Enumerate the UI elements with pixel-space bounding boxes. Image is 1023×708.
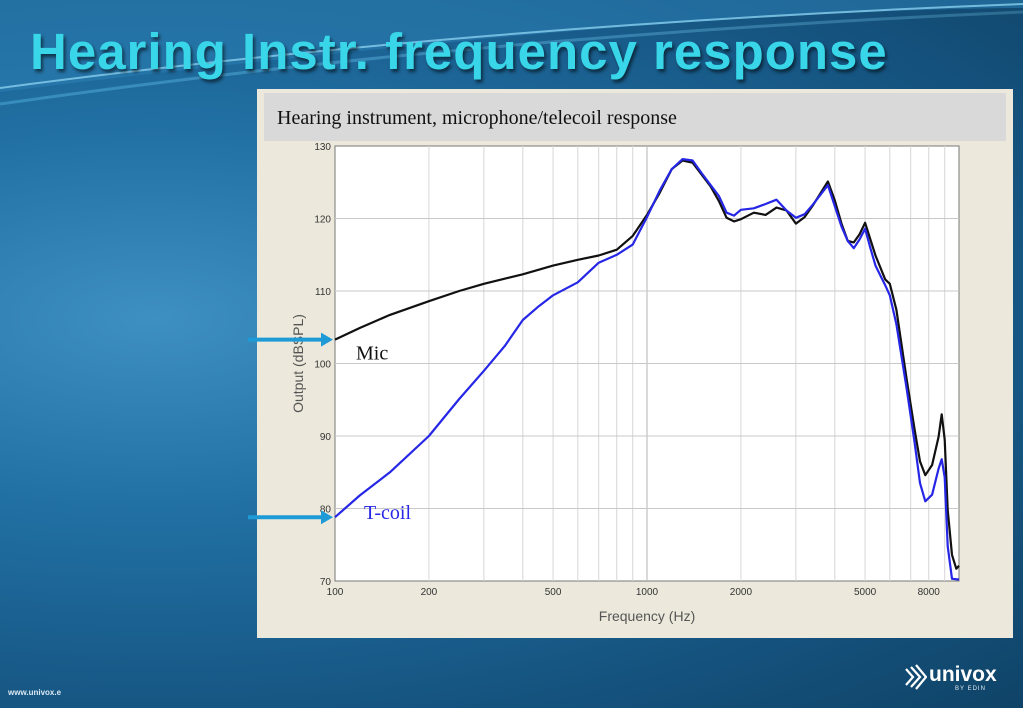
y-tick-label: 110 (315, 287, 331, 298)
x-tick-label: 2000 (730, 587, 753, 598)
slide-title: Hearing Instr. frequency response (30, 23, 888, 80)
y-tick-label: 100 (314, 360, 331, 371)
y-tick-label: 70 (320, 577, 332, 588)
logo-wordmark: univox (929, 663, 997, 686)
chart-header: Hearing instrument, microphone/telecoil … (264, 93, 1006, 141)
logo-tagline: BY EDIN (955, 686, 986, 692)
y-tick-label: 120 (314, 215, 331, 226)
x-tick-label: 500 (545, 587, 562, 598)
x-axis-title: Frequency (Hz) (599, 608, 695, 624)
header-swoosh (0, 0, 1023, 106)
series-line-tcoil (334, 158, 960, 581)
x-tick-label: 5000 (854, 587, 877, 598)
x-tick-label: 8000 (918, 587, 941, 598)
y-axis-title: Output (dBSPL) (290, 314, 306, 413)
y-tick-label: 130 (314, 142, 331, 153)
y-tick-label: 80 (320, 505, 332, 516)
annotation-arrowhead-mic (321, 332, 333, 347)
x-tick-label: 100 (327, 587, 344, 598)
series-line-mic (334, 159, 960, 570)
annotation-label-tcoil: T-coil (364, 502, 411, 524)
y-tick-label: 90 (320, 432, 332, 443)
chart-title: Hearing instrument, microphone/telecoil … (277, 107, 677, 129)
annotation-label-mic: Mic (356, 343, 388, 365)
footer-url: www.univox.e (8, 688, 62, 697)
x-tick-label: 1000 (636, 587, 659, 598)
chevron-waves-icon (905, 664, 927, 690)
x-tick-label: 200 (421, 587, 438, 598)
univox-logo: univox BY EDIN (903, 660, 1013, 696)
annotation-arrowhead-tcoil (321, 510, 333, 525)
